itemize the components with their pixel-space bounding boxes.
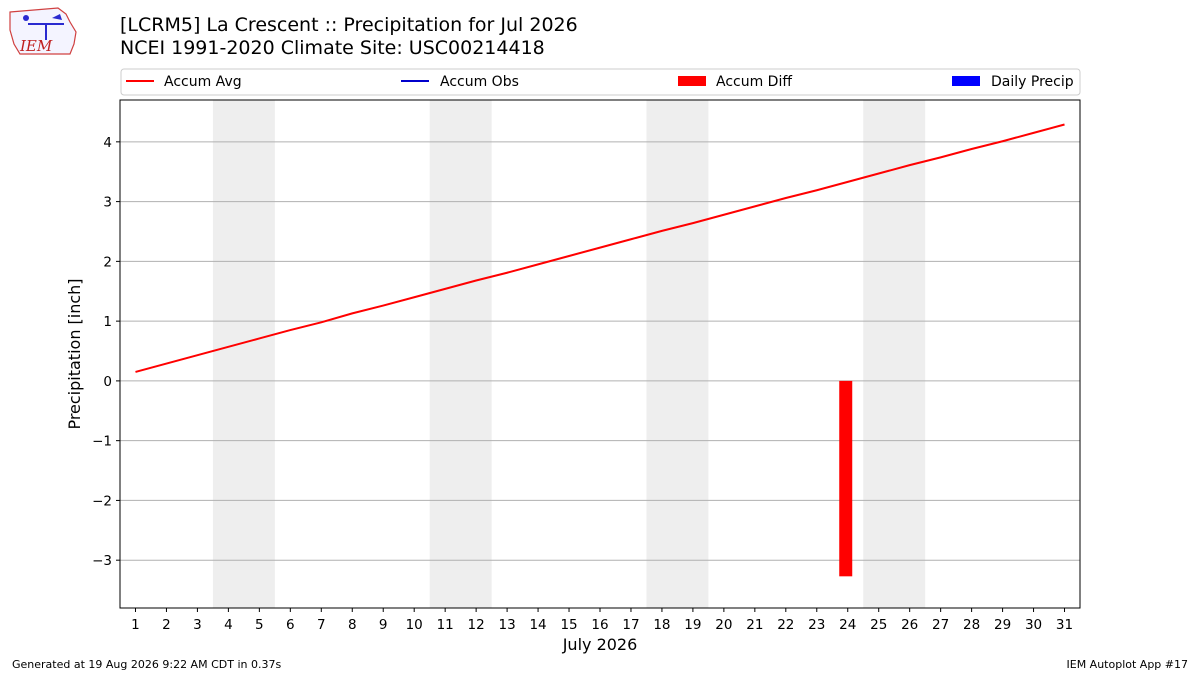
x-tick-label: 16 [591,617,608,633]
legend-accum-diff-label: Accum Diff [716,74,792,90]
accum-diff-bars [839,380,853,577]
iem-logo: IEM [9,7,77,55]
x-tick-label: 4 [224,617,233,633]
chart-subtitle: NCEI 1991-2020 Climate Site: USC00214418 [120,37,545,59]
accum-avg-line [135,123,1065,373]
x-tick-label: 5 [255,617,264,633]
y-axis-label: Precipitation [inch] [65,278,84,429]
x-tick-label: 3 [193,617,202,633]
x-tick-label: 13 [499,617,516,633]
x-tick-label: 10 [406,617,423,633]
x-tick-label: 28 [963,617,980,633]
weekend-shading [212,100,926,608]
x-tick-label: 15 [560,617,577,633]
y-tick-label: −1 [92,434,112,450]
y-tick-label: 1 [103,314,112,330]
logo-text: IEM [19,37,53,55]
legend-accum-avg-label: Accum Avg [164,74,242,90]
weekend-band-3 [863,100,926,608]
x-tick-label: 21 [746,617,763,633]
x-axis-label: July 2026 [562,635,638,654]
x-tick-label: 7 [317,617,326,633]
accum-avg-line-group [135,123,1065,373]
y-axis-ticks: 4 3 2 1 0 −1 −2 −3 [92,135,120,569]
x-tick-label: 17 [622,617,639,633]
x-axis-ticks: 1 2 3 4 5 6 7 8 9 10 11 12 13 14 15 16 17 18 19 20 21 22 23 24 2… [131,608,1073,633]
x-tick-label: 1 [131,617,140,633]
weekend-band-0 [212,100,275,608]
legend-accum-obs-label: Accum Obs [440,74,519,90]
legend-accum-diff-swatch [678,76,706,86]
footer-app: IEM Autoplot App #17 [1067,658,1189,671]
y-tick-label: −2 [92,493,112,509]
x-tick-label: 6 [286,617,295,633]
x-tick-label: 30 [1025,617,1042,633]
x-tick-label: 22 [777,617,794,633]
legend-daily-precip-swatch [952,76,980,86]
x-tick-label: 12 [468,617,485,633]
gridlines [120,141,1080,561]
x-tick-label: 31 [1056,617,1073,633]
x-tick-label: 25 [870,617,887,633]
x-tick-label: 23 [808,617,825,633]
y-tick-label: 4 [103,135,112,151]
x-tick-label: 20 [715,617,732,633]
accum-diff-bar [839,380,853,577]
x-tick-label: 26 [901,617,918,633]
x-tick-label: 11 [437,617,454,633]
footer-generated: Generated at 19 Aug 2026 9:22 AM CDT in … [12,658,281,671]
chart-title: [LCRM5] La Crescent :: Precipitation for… [120,14,578,36]
weekend-band-2 [646,100,709,608]
x-tick-label: 27 [932,617,949,633]
x-tick-label: 18 [653,617,670,633]
x-tick-label: 29 [994,617,1011,633]
legend-daily-precip-label: Daily Precip [991,74,1074,90]
y-tick-label: −3 [92,553,112,569]
x-tick-label: 9 [379,617,388,633]
x-tick-label: 2 [162,617,171,633]
x-tick-label: 14 [529,617,546,633]
x-tick-label: 24 [839,617,856,633]
legend: Accum Avg Accum Obs Accum Diff Daily Pre… [120,68,1081,96]
y-tick-label: 3 [103,195,112,211]
x-tick-label: 8 [348,617,357,633]
x-tick-label: 19 [684,617,701,633]
y-tick-label: 2 [103,254,112,270]
y-tick-label: 0 [103,374,112,390]
weekend-band-1 [429,100,492,608]
